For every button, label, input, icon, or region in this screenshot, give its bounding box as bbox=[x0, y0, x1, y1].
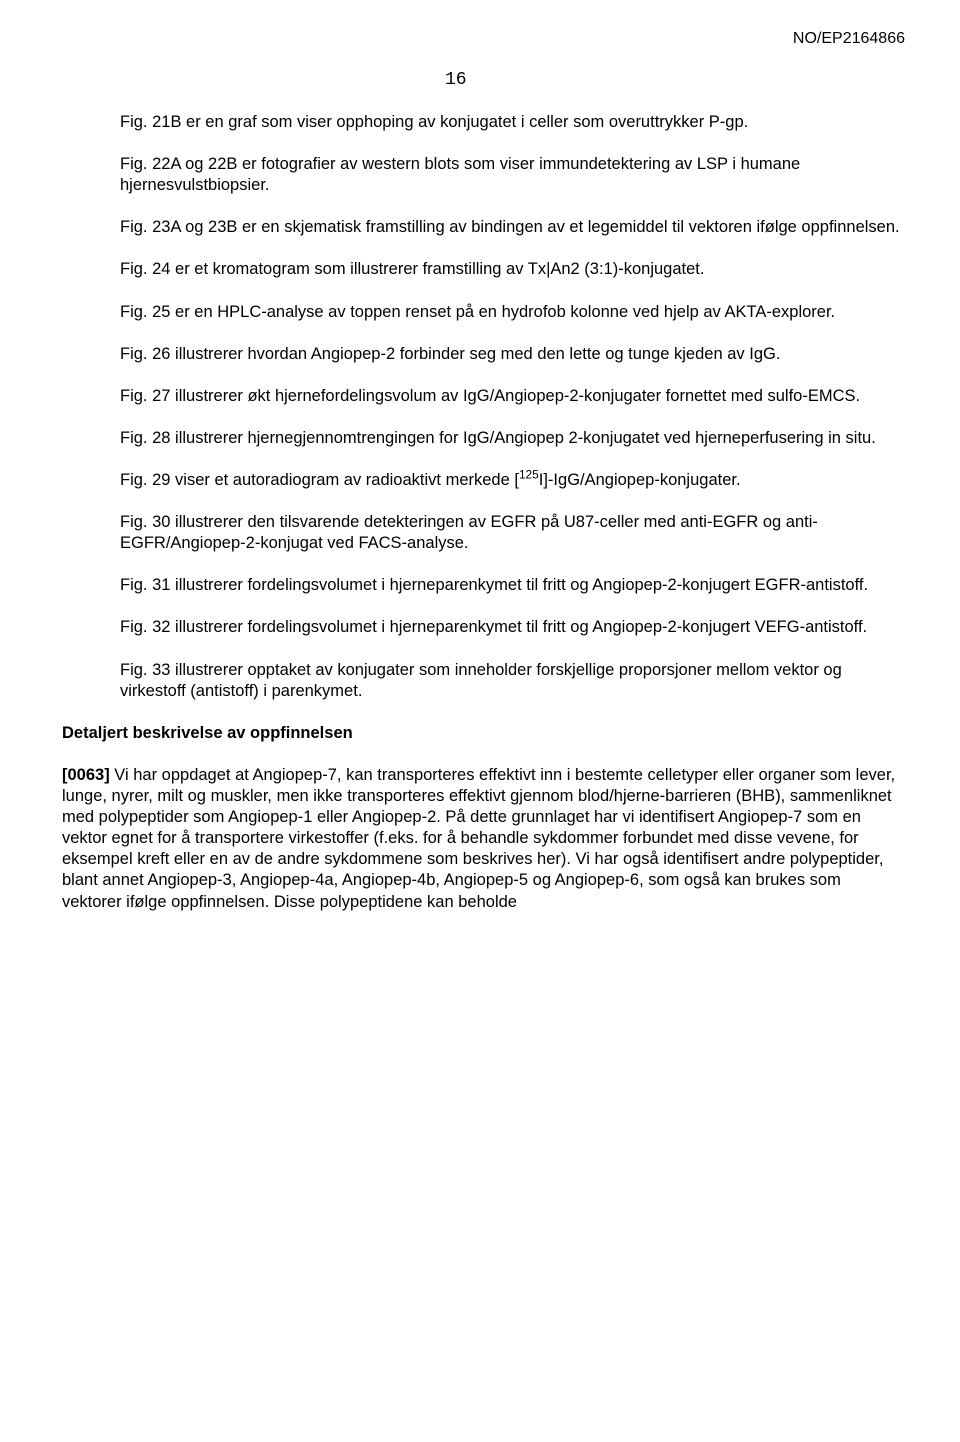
paragraph: Fig. 32 illustrerer fordelingsvolumet i … bbox=[120, 617, 902, 638]
paragraph: Fig. 21B er en graf som viser opphoping … bbox=[120, 112, 902, 133]
page-number: 16 bbox=[445, 70, 467, 90]
paragraph: Fig. 23A og 23B er en skjematisk framsti… bbox=[120, 217, 902, 238]
paragraph-number: [0063] bbox=[62, 766, 114, 784]
paragraph: Fig. 28 illustrerer hjernegjennomtrengin… bbox=[120, 428, 902, 449]
paragraph-fig29: Fig. 29 viser et autoradiogram av radioa… bbox=[120, 470, 902, 491]
paragraph: Fig. 30 illustrerer den tilsvarende dete… bbox=[120, 512, 902, 554]
text-run: Vi har oppdaget at Angiopep-7, kan trans… bbox=[62, 766, 895, 911]
paragraph: Fig. 33 illustrerer opptaket av konjugat… bbox=[120, 660, 902, 702]
document-body: Fig. 21B er en graf som viser opphoping … bbox=[120, 112, 902, 934]
text-run: Fig. 29 viser et autoradiogram av radioa… bbox=[120, 471, 519, 489]
paragraph: Fig. 25 er en HPLC-analyse av toppen ren… bbox=[120, 302, 902, 323]
section-heading: Detaljert beskrivelse av oppfinnelsen bbox=[62, 723, 902, 744]
text-run: I]-IgG/Angiopep-konjugater. bbox=[539, 471, 741, 489]
paragraph: Fig. 26 illustrerer hvordan Angiopep-2 f… bbox=[120, 344, 902, 365]
document-id: NO/EP2164866 bbox=[793, 30, 905, 48]
paragraph: Fig. 27 illustrerer økt hjernefordelings… bbox=[120, 386, 902, 407]
superscript: 125 bbox=[519, 467, 539, 481]
paragraph: Fig. 24 er et kromatogram som illustrere… bbox=[120, 259, 902, 280]
paragraph: Fig. 31 illustrerer fordelingsvolumet i … bbox=[120, 575, 902, 596]
paragraph: Fig. 22A og 22B er fotografier av wester… bbox=[120, 154, 902, 196]
paragraph-detail: [0063] Vi har oppdaget at Angiopep-7, ka… bbox=[62, 765, 902, 913]
